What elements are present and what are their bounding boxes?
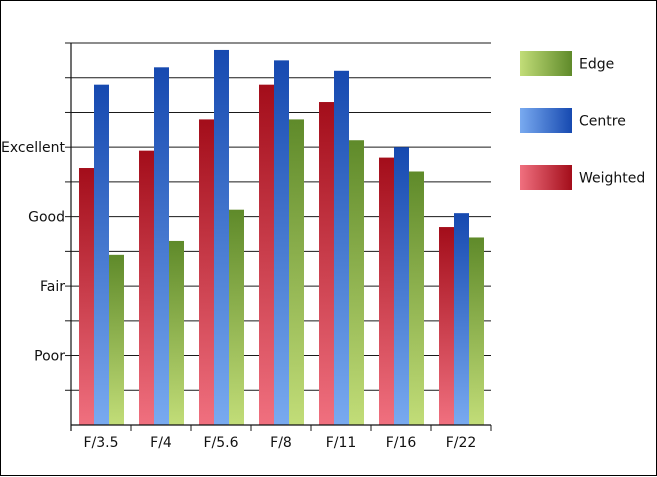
axes <box>65 42 492 431</box>
x-tick-label: F/11 <box>326 435 357 451</box>
legend-swatch-centre <box>520 108 572 133</box>
bar-weighted-f56 <box>199 119 214 426</box>
legend-label-centre: Centre <box>579 114 626 130</box>
legend-label-edge: Edge <box>579 57 614 73</box>
bar-edge-f8 <box>289 119 304 426</box>
x-tick-label: F/3.5 <box>83 435 118 451</box>
y-tick-label: Fair <box>40 279 65 295</box>
x-tick-label: F/16 <box>386 435 417 451</box>
bar-edge-f35 <box>109 254 124 425</box>
bar-weighted-f4 <box>139 150 154 425</box>
x-tick-label: F/5.6 <box>203 435 238 451</box>
bar-edge-f22 <box>469 237 484 425</box>
x-tick-label: F/4 <box>150 435 172 451</box>
legend-swatch-weighted <box>520 165 572 190</box>
bar-edge-f16 <box>409 171 424 425</box>
bar-centre-f8 <box>274 60 289 425</box>
bar-centre-f4 <box>154 67 169 426</box>
bar-weighted-f35 <box>79 168 94 425</box>
bar-weighted-f8 <box>259 84 274 425</box>
bar-edge-f56 <box>229 209 244 425</box>
bar-centre-f35 <box>94 84 109 425</box>
bar-edge-f11 <box>349 140 364 425</box>
x-tick-label: F/8 <box>270 435 292 451</box>
legend: Edge Centre Weighted <box>520 51 645 190</box>
bar-weighted-f11 <box>319 102 334 425</box>
bars <box>79 49 484 426</box>
bar-centre-f56 <box>214 49 229 425</box>
x-tick-label: F/22 <box>446 435 477 451</box>
legend-label-weighted: Weighted <box>579 171 645 187</box>
y-tick-label: Poor <box>34 349 65 365</box>
bar-edge-f4 <box>169 240 184 425</box>
legend-swatch-edge <box>520 51 572 76</box>
bar-centre-f22 <box>454 213 469 425</box>
y-tick-label: Good <box>28 210 65 226</box>
bar-centre-f11 <box>334 70 349 426</box>
bar-weighted-f16 <box>379 157 394 425</box>
y-tick-label: Excellent <box>1 140 65 156</box>
axis-labels: F/3.5 F/4 F/5.6 F/8 F/11 F/16 F/22 Poor Fair Good… <box>1 140 476 451</box>
bar-centre-f16 <box>394 147 409 425</box>
bar-weighted-f22 <box>439 227 454 425</box>
